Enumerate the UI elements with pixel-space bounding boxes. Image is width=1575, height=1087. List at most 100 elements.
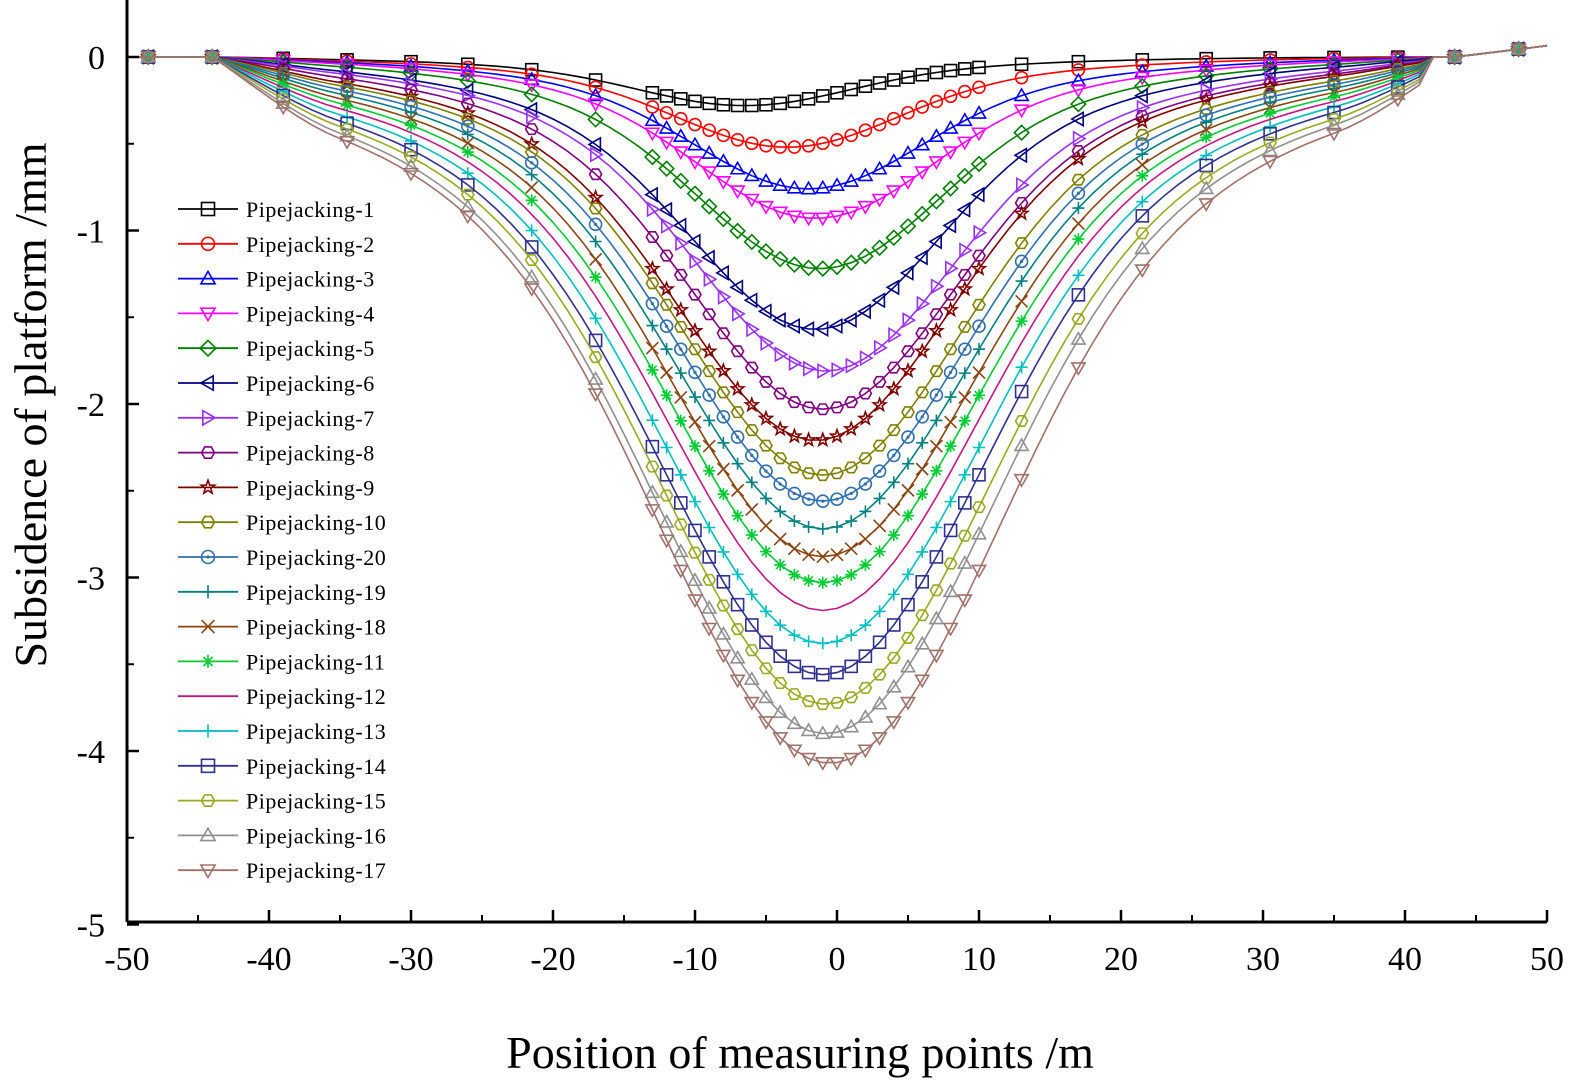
data-point-marker (773, 452, 788, 465)
legend-entry: Pipejacking-2 (178, 232, 374, 257)
data-point-marker (523, 268, 540, 283)
data-point-marker (871, 193, 888, 208)
data-point-marker (703, 414, 716, 427)
legend-label: Pipejacking-18 (246, 615, 386, 640)
series-line (127, 44, 1548, 270)
data-point-marker (200, 201, 216, 217)
data-point-marker (643, 259, 661, 276)
data-point-marker (202, 409, 217, 427)
data-point-marker (844, 659, 859, 674)
y-tick-label: -3 (77, 561, 105, 598)
data-point-marker (644, 504, 661, 518)
data-point-marker (845, 357, 860, 374)
data-point-marker (730, 98, 745, 113)
data-point-marker (772, 704, 789, 719)
legend-label: Pipejacking-3 (246, 267, 375, 292)
y-tick-label: -5 (77, 908, 105, 945)
data-point-marker (757, 243, 775, 260)
data-point-marker (403, 167, 419, 182)
legend-label: Pipejacking-20 (246, 545, 386, 570)
data-point-marker (658, 201, 673, 218)
data-point-marker (199, 339, 217, 358)
data-point-marker (871, 695, 888, 710)
data-point-marker (972, 298, 986, 311)
data-point-marker (405, 75, 420, 92)
data-point-marker (901, 345, 915, 358)
data-point-marker (731, 483, 745, 497)
data-point-marker (971, 127, 987, 142)
data-point-marker (1014, 384, 1029, 399)
x-tick-label: 20 (1104, 941, 1138, 978)
data-point-marker (1071, 63, 1086, 77)
data-point-marker (404, 94, 418, 107)
data-point-marker (942, 622, 959, 637)
data-point-marker (1133, 112, 1151, 129)
data-point-marker (831, 361, 846, 378)
marker-dot (906, 435, 910, 439)
data-point-marker (198, 477, 218, 496)
data-point-marker (759, 464, 773, 478)
x-tick-label: -30 (388, 941, 433, 978)
data-point-marker (717, 436, 730, 449)
data-point-marker (1015, 275, 1028, 288)
data-point-marker (588, 217, 603, 232)
data-point-marker (730, 623, 745, 636)
data-point-marker (800, 180, 817, 195)
data-point-marker (871, 160, 888, 175)
data-point-marker (1013, 204, 1031, 221)
data-point-marker (588, 168, 603, 181)
data-point-marker (460, 178, 475, 192)
legend-label: Pipejacking-15 (246, 789, 386, 814)
data-point-marker (773, 140, 788, 154)
data-point-marker (929, 388, 944, 402)
data-point-marker (1199, 158, 1213, 173)
data-point-marker (816, 576, 829, 589)
data-point-marker (916, 488, 929, 501)
data-point-marker (800, 431, 818, 448)
data-point-marker (857, 744, 874, 759)
series-line (127, 44, 1548, 190)
data-point-marker (886, 424, 901, 437)
data-point-marker (760, 605, 772, 618)
data-point-marker (786, 744, 803, 759)
data-point-marker (872, 635, 887, 650)
data-point-marker (842, 420, 860, 437)
legend-label: Pipejacking-6 (246, 371, 375, 396)
data-point-marker (200, 446, 216, 460)
data-point-marker (688, 523, 702, 538)
data-point-marker (686, 321, 704, 339)
data-point-marker (1013, 124, 1030, 141)
data-point-marker (729, 674, 746, 689)
data-point-marker (814, 179, 831, 194)
data-point-marker (589, 146, 604, 163)
data-point-marker (871, 239, 888, 257)
data-point-marker (688, 343, 702, 356)
data-point-marker (716, 599, 731, 612)
data-point-marker (786, 256, 803, 273)
data-point-marker (714, 361, 732, 379)
data-point-marker (646, 414, 659, 427)
data-point-marker (801, 138, 816, 153)
series-pipejacking-12 (127, 44, 1548, 612)
data-point-marker (525, 180, 539, 194)
data-point-marker (730, 430, 745, 444)
data-point-marker (140, 51, 157, 66)
data-point-marker (901, 483, 915, 497)
data-point-marker (787, 140, 802, 154)
data-point-marker (972, 468, 986, 482)
data-point-marker (885, 185, 902, 200)
data-point-marker (659, 319, 674, 334)
data-point-marker (802, 635, 815, 648)
data-point-marker (902, 509, 914, 522)
legend-entry: Pipejacking-19 (178, 580, 386, 605)
data-point-marker (787, 396, 802, 409)
y-tick-label: -4 (77, 734, 105, 771)
series-pipejacking-16 (127, 40, 1548, 740)
data-point-marker (873, 492, 886, 505)
data-point-marker (916, 436, 929, 449)
data-point-marker (1133, 77, 1151, 95)
data-point-marker (1200, 116, 1213, 129)
marker-dot (863, 482, 868, 486)
data-point-marker (715, 649, 732, 664)
data-point-marker (759, 375, 773, 388)
